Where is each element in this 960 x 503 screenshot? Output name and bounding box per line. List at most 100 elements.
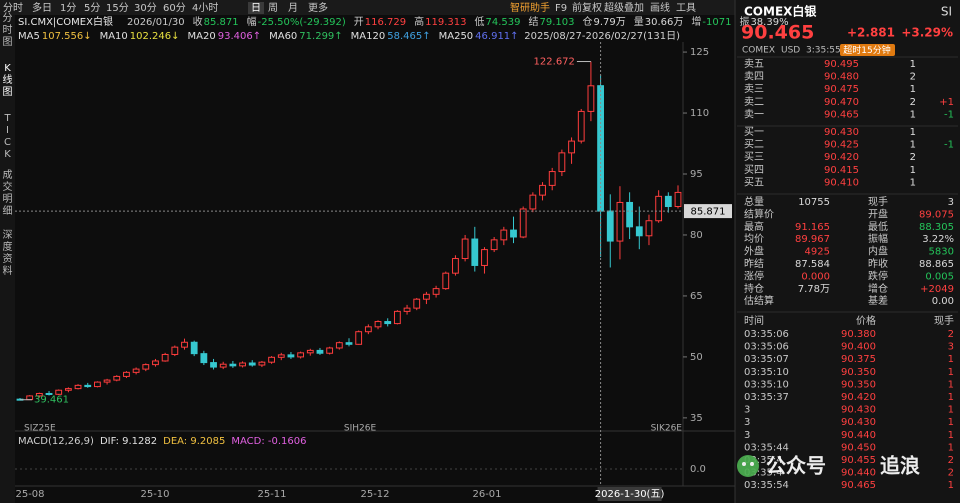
period-button[interactable]: 4小时: [192, 2, 218, 14]
tool-button[interactable]: F9: [555, 3, 567, 14]
cursor-date-box: [597, 487, 662, 501]
label: 116.729: [365, 17, 406, 28]
candle-body: [229, 363, 237, 367]
trade-price: 90.430: [841, 405, 876, 416]
candle-body: [432, 288, 440, 295]
stat-value: 89.075: [919, 209, 954, 220]
label: 9.79万: [593, 17, 625, 28]
stat-label: 昨结: [744, 257, 764, 270]
label: 46.911↑: [475, 31, 518, 42]
x-tick-label: 25-12: [360, 489, 389, 500]
wechat-icon: [737, 455, 759, 477]
label: 107.556↓: [42, 31, 92, 42]
stat-value: 0.000: [801, 271, 830, 282]
label: MA20: [188, 31, 216, 42]
stat-label: 现手: [868, 195, 888, 208]
candle-body: [626, 201, 634, 228]
tool-button[interactable]: 超级叠加: [604, 1, 644, 14]
stat-value: 88.305: [919, 222, 954, 233]
book-change: +1: [939, 97, 954, 108]
trades-header: 现手: [934, 314, 954, 327]
candle-body: [258, 361, 266, 366]
trade-price: 90.400: [841, 342, 876, 353]
candle-body: [326, 347, 334, 354]
period-button[interactable]: 月: [288, 2, 298, 14]
period-button[interactable]: 多日: [32, 1, 52, 14]
candle-body: [558, 152, 566, 173]
book-label: 买二: [744, 139, 764, 151]
label: SI.CMX|COMEX白银: [18, 15, 113, 28]
period-button[interactable]: 60分: [163, 2, 186, 14]
candle-body: [297, 352, 305, 358]
candle-body: [268, 356, 275, 363]
candle-body: [152, 360, 159, 366]
cursor-date: 2026-1-30(五): [595, 489, 665, 500]
side-tab[interactable]: K 线图: [3, 63, 13, 98]
candle-body: [355, 331, 363, 345]
book-label: 卖五: [744, 58, 764, 70]
tool-button[interactable]: 前复权: [572, 1, 602, 14]
candle-body: [287, 354, 295, 358]
period-button[interactable]: 周: [268, 2, 278, 14]
book-qty: 2: [910, 97, 916, 108]
period-button[interactable]: 5分: [84, 2, 100, 14]
book-qty: 1: [910, 127, 916, 138]
book-qty: 1: [910, 109, 916, 120]
book-qty: 1: [910, 84, 916, 95]
book-qty: 2: [910, 72, 916, 83]
trade-qty: 2: [948, 468, 954, 479]
side-tab[interactable]: 分时图: [3, 12, 13, 48]
trade-time: 03:35:07: [744, 354, 789, 365]
tool-button[interactable]: 工具: [676, 2, 696, 14]
book-change: -1: [944, 140, 954, 151]
candle-body: [548, 171, 556, 186]
stat-value: +2049: [920, 284, 954, 295]
candle-body: [403, 307, 411, 312]
trades-header: 时间: [744, 314, 764, 327]
candle-body: [500, 229, 508, 241]
trade-time: 03:35:10: [744, 379, 789, 390]
candle-body: [597, 85, 604, 212]
candle-body: [306, 349, 314, 354]
stat-value: 88.865: [919, 259, 954, 270]
candle-body: [374, 321, 382, 328]
label: 振: [739, 15, 749, 28]
label: 2025/08/27-2026/02/27(131日): [524, 31, 680, 42]
stat-label: 均价: [744, 233, 764, 245]
candle-body: [539, 184, 546, 196]
trade-price: 90.440: [841, 430, 876, 441]
candle-body: [674, 191, 682, 208]
label: MACD(12,26,9): [18, 436, 94, 447]
candle-body: [335, 342, 343, 349]
book-price: 90.495: [824, 59, 859, 70]
candle-body: [655, 195, 663, 222]
label: DIF: 9.1282: [100, 436, 157, 447]
candle-body: [239, 362, 246, 367]
candle-body: [635, 226, 643, 237]
trade-price: 90.465: [841, 480, 876, 491]
trade-time: 03:35:44: [744, 442, 789, 453]
trade-qty: 1: [948, 392, 954, 403]
candle-body: [510, 229, 517, 238]
book-label: 买三: [744, 151, 764, 163]
watermark: 公众号 追浪: [737, 454, 920, 478]
period-button[interactable]: 1分: [60, 2, 76, 14]
tool-button[interactable]: 画线: [650, 1, 670, 14]
trade-qty: 1: [948, 430, 954, 441]
label: MA5: [18, 31, 40, 42]
period-button[interactable]: 分时: [3, 2, 23, 14]
book-label: 买五: [744, 176, 764, 188]
side-tab[interactable]: 深度资料: [3, 229, 13, 277]
trade-price: 90.455: [841, 455, 876, 466]
period-button[interactable]: 日: [251, 3, 261, 14]
side-tab[interactable]: 成交明细: [3, 169, 13, 217]
period-button[interactable]: 更多: [308, 1, 328, 14]
x-tick-label: 25-11: [257, 489, 286, 500]
period-button[interactable]: 15分: [106, 2, 129, 14]
x-tick-label: 25-10: [140, 489, 169, 500]
stat-label: 增仓: [868, 282, 888, 295]
period-button[interactable]: 30分: [134, 2, 157, 14]
book-price: 90.430: [824, 127, 859, 138]
tool-button[interactable]: 智研助手: [510, 1, 550, 14]
